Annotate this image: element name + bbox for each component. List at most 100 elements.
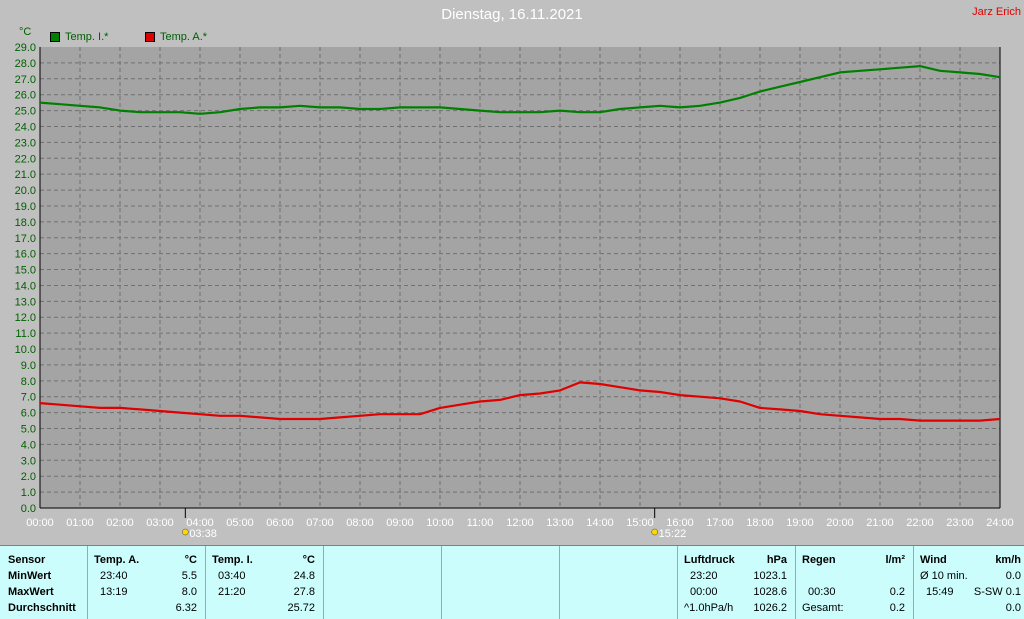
rain-max-value: 0.2: [889, 586, 905, 598]
temp-a-unit: °C: [184, 554, 197, 566]
temp-i-column: Temp. I. °C 03:40 24.8 21:20 27.8 25.72: [206, 546, 324, 619]
rain-unit: l/m²: [885, 554, 905, 566]
y-tick-label: 16.0: [15, 249, 36, 261]
stats-table: Sensor MinWert MaxWert Durchschnitt Temp…: [0, 545, 1024, 619]
pressure-unit: hPa: [766, 554, 787, 566]
x-tick-label: 08:00: [346, 517, 374, 529]
temp-i-header: Temp. I.: [212, 554, 253, 566]
x-tick-label: 10:00: [426, 517, 454, 529]
y-tick-label: 17.0: [15, 233, 36, 245]
x-tick-label: 06:00: [266, 517, 294, 529]
y-tick-label: 24.0: [15, 121, 36, 133]
y-tick-label: 5.0: [21, 424, 36, 436]
y-tick-label: 15.0: [15, 265, 36, 277]
y-tick-label: 6.0: [21, 408, 36, 420]
y-tick-label: 28.0: [15, 58, 36, 70]
y-tick-label: 10.0: [15, 344, 36, 356]
x-tick-label: 24:00: [986, 517, 1014, 529]
temp-a-column: Temp. A. °C 23:40 5.5 13:19 8.0 6.32: [88, 546, 206, 619]
temp-a-max-value: 8.0: [181, 586, 197, 598]
pressure-average: 1026.2: [753, 602, 787, 614]
y-tick-label: 0.0: [21, 503, 36, 515]
x-tick-label: 14:00: [586, 517, 614, 529]
x-tick-label: 02:00: [106, 517, 134, 529]
x-tick-label: 22:00: [906, 517, 934, 529]
line-chart: 0.0 1.0 2.0 3.0 4.0 5.0 6.0 7.0 8.0 9.0 10.0 11.0 12…: [15, 42, 1014, 540]
x-tick-label: 16:00: [666, 517, 694, 529]
author-label: Jarz Erich: [972, 6, 1021, 18]
sensor-column: Sensor MinWert MaxWert Durchschnitt: [0, 546, 88, 619]
x-tick-label: 05:00: [226, 517, 254, 529]
y-tick-label: 26.0: [15, 90, 36, 102]
chart-title: Dienstag, 16.11.2021: [441, 6, 583, 23]
sensor-header: Sensor: [8, 554, 46, 566]
wind-unit: km/h: [995, 554, 1021, 566]
chart-panel: Dienstag, 16.11.2021 Jarz Erich °C Temp.…: [14, 6, 1021, 540]
series-line-temp-i: [39, 65, 1001, 115]
y-tick-label: 22.0: [15, 153, 36, 165]
x-tick-label: 04:00: [186, 517, 214, 529]
legend-swatch-red: [145, 32, 155, 42]
y-tick-label: 23.0: [15, 137, 36, 149]
temp-a-max-time: 13:19: [100, 586, 128, 598]
y-tick-label: 13.0: [15, 296, 36, 308]
x-tick-label: 19:00: [786, 517, 814, 529]
legend-swatch-green: [50, 32, 60, 42]
sunset-icon: [651, 528, 658, 536]
series-line-temp-a: [39, 381, 1001, 422]
temp-i-min-value: 24.8: [293, 570, 315, 582]
rain-header: Regen: [802, 554, 836, 566]
row-label-avg: Durchschnitt: [8, 602, 76, 614]
y-unit-label: °C: [19, 26, 32, 38]
empty-column: [560, 546, 678, 619]
y-tick-label: 12.0: [15, 312, 36, 324]
x-tick-label: 23:00: [946, 517, 974, 529]
y-tick-label: 2.0: [21, 471, 36, 483]
sunrise-icon: [182, 528, 189, 536]
temp-a-min-time: 23:40: [100, 570, 128, 582]
pressure-max-time: 00:00: [690, 586, 718, 598]
temp-i-min-time: 03:40: [218, 570, 246, 582]
rain-column: Regen l/m² 00:30 0.2 Gesamt: 0.2: [796, 546, 914, 619]
marker-time-label: 15:22: [659, 528, 687, 540]
y-tick-label: 14.0: [15, 280, 36, 292]
temp-i-average: 25.72: [287, 602, 315, 614]
legend-label: Temp. I.*: [65, 31, 109, 43]
legend-label: Temp. A.*: [160, 31, 208, 43]
wind-max-value: S-SW 0.1: [973, 586, 1021, 598]
y-tick-label: 18.0: [15, 217, 36, 229]
y-tick-label: 21.0: [15, 169, 36, 181]
y-tick-label: 9.0: [21, 360, 36, 372]
wind-avg-label: Ø 10 min.: [920, 570, 968, 582]
legend-item-temp-a: Temp. A.*: [145, 31, 207, 43]
y-tick-label: 11.0: [15, 328, 36, 340]
plot-area: [40, 47, 1000, 508]
y-tick-label: 3.0: [21, 455, 36, 467]
temp-i-max-time: 21:20: [218, 586, 246, 598]
wind-column: Wind km/h Ø 10 min. 0.0 15:49 S-SW 0.1 0…: [914, 546, 1024, 619]
y-tick-label: 27.0: [15, 74, 36, 86]
legend-item-temp-i: Temp. I.*: [50, 31, 108, 43]
temp-a-min-value: 5.5: [181, 570, 197, 582]
rain-total-value: 0.2: [889, 602, 905, 614]
pressure-min-time: 23:20: [690, 570, 718, 582]
y-tick-label: 19.0: [15, 201, 36, 213]
empty-column: [324, 546, 442, 619]
x-tick-label: 09:00: [386, 517, 414, 529]
y-tick-label: 8.0: [21, 376, 36, 388]
wind-max-time: 15:49: [926, 586, 954, 598]
x-tick-label: 17:00: [706, 517, 734, 529]
temp-i-max-value: 27.8: [293, 586, 315, 598]
wind-header: Wind: [920, 554, 947, 566]
pressure-max-value: 1028.6: [753, 586, 787, 598]
pressure-min-value: 1023.1: [753, 570, 787, 582]
y-tick-label: 20.0: [15, 185, 36, 197]
x-tick-label: 11:00: [467, 517, 494, 529]
pressure-header: Luftdruck: [684, 554, 735, 566]
x-tick-label: 01:00: [66, 517, 94, 529]
y-tick-label: 1.0: [21, 487, 36, 499]
rain-total-label: Gesamt:: [802, 602, 844, 614]
y-tick-label: 25.0: [15, 106, 36, 118]
wind-avg-value: 0.0: [1005, 570, 1021, 582]
y-tick-label: 4.0: [21, 439, 36, 451]
